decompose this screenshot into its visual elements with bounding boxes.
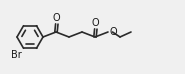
Text: O: O bbox=[53, 13, 61, 23]
Text: Br: Br bbox=[11, 50, 21, 60]
Text: O: O bbox=[92, 18, 100, 28]
Text: O: O bbox=[109, 27, 117, 37]
